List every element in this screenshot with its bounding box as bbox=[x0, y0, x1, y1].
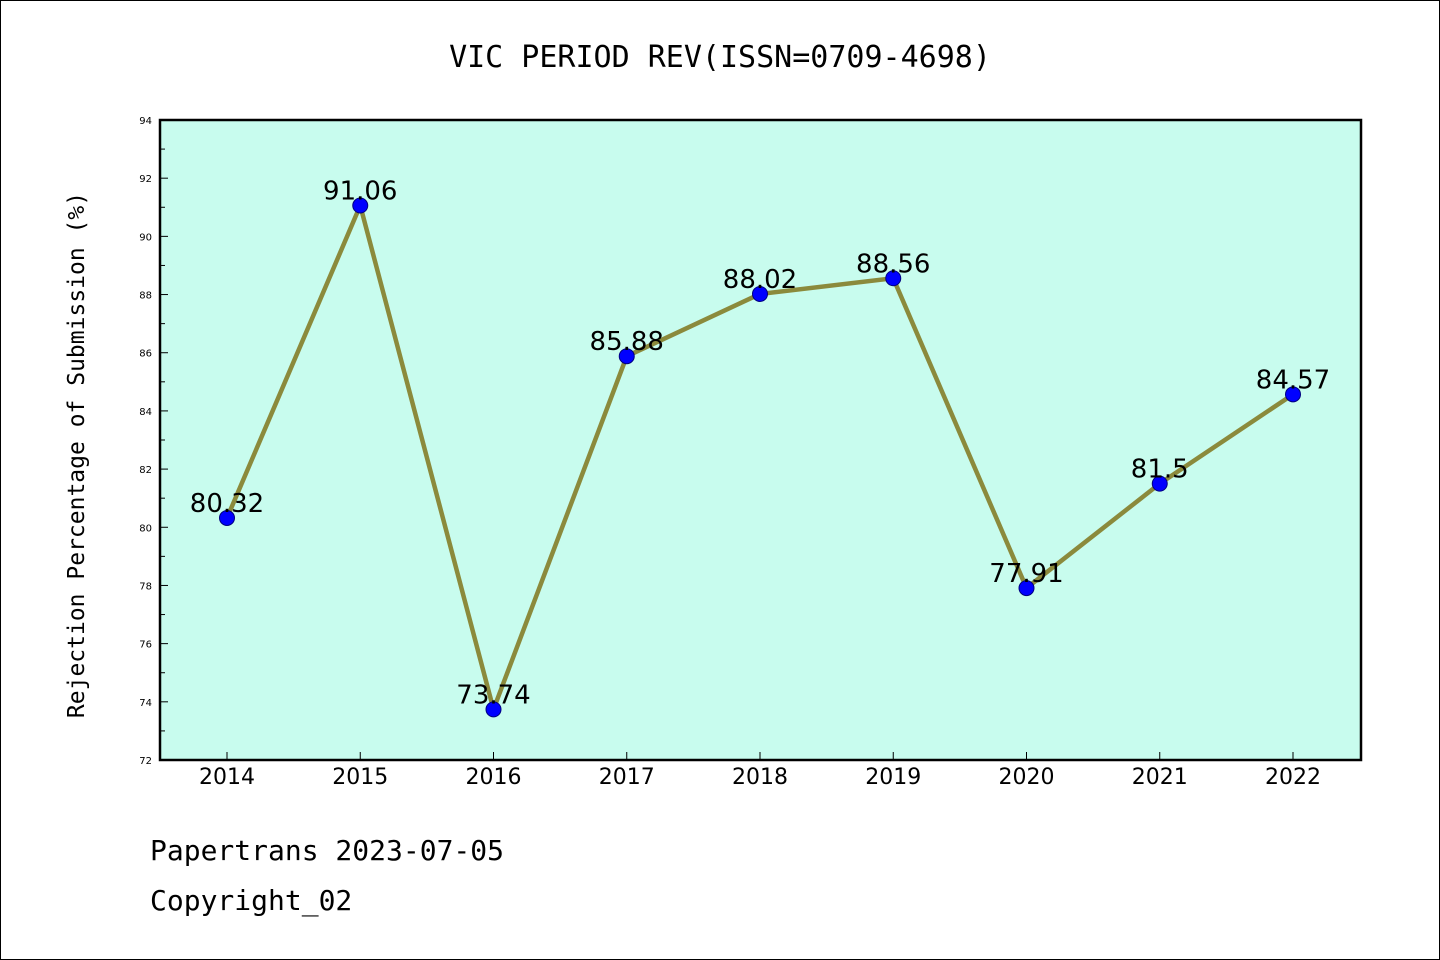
data-point bbox=[1151, 475, 1168, 492]
data-label: 73.74 bbox=[456, 680, 530, 710]
x-tick-label: 2020 bbox=[999, 765, 1055, 790]
y-tick-label: 88 bbox=[139, 291, 152, 302]
y-tick-label: 72 bbox=[139, 756, 152, 767]
x-tick-label: 2022 bbox=[1265, 765, 1321, 790]
y-tick-label: 90 bbox=[139, 232, 152, 243]
x-tick-label: 2019 bbox=[865, 765, 921, 790]
y-tick-label: 82 bbox=[139, 465, 152, 476]
footer-source: Papertrans 2023-07-05 bbox=[150, 834, 505, 867]
y-tick-label: 78 bbox=[139, 581, 152, 592]
y-tick-label: 92 bbox=[139, 174, 152, 185]
data-label: 84.57 bbox=[1256, 365, 1330, 395]
data-point bbox=[618, 348, 635, 365]
y-axis: 72 74 76 78 80 82 84 86 88 90 92 94 bbox=[139, 116, 168, 767]
x-tick-label: 2021 bbox=[1132, 765, 1188, 790]
data-point bbox=[1285, 386, 1301, 403]
plot-area bbox=[160, 120, 1361, 760]
data-point bbox=[219, 509, 235, 526]
data-point bbox=[1018, 580, 1035, 597]
data-label: 88.56 bbox=[856, 249, 930, 279]
y-tick-label: 94 bbox=[139, 116, 152, 127]
data-point bbox=[352, 197, 369, 214]
y-tick-label: 84 bbox=[139, 407, 152, 418]
data-label: 80.32 bbox=[190, 489, 264, 519]
chart-title: VIC PERIOD REV(ISSN=0709-4698) bbox=[449, 40, 991, 75]
y-tick-label: 74 bbox=[139, 698, 152, 709]
data-label: 85.88 bbox=[590, 327, 664, 357]
y-tick-label: 76 bbox=[139, 640, 152, 651]
y-tick-label: 86 bbox=[139, 349, 152, 360]
data-label: 81.5 bbox=[1131, 455, 1189, 485]
data-point bbox=[485, 701, 502, 718]
data-point bbox=[885, 270, 902, 287]
x-axis: 2014 2015 2016 2017 2018 2019 2020 2021 2022 bbox=[199, 752, 1321, 790]
x-tick-label: 2017 bbox=[599, 765, 655, 790]
x-tick-label: 2016 bbox=[466, 765, 522, 790]
data-label: 88.02 bbox=[723, 265, 797, 295]
x-tick-label: 2014 bbox=[199, 765, 255, 790]
x-tick-label: 2018 bbox=[732, 765, 788, 790]
data-point bbox=[752, 285, 768, 302]
data-labels: 80.32 91.06 73.74 85.88 88.02 88.56 77.91 81.5 8… bbox=[190, 177, 1330, 711]
x-tick-label: 2015 bbox=[332, 765, 388, 790]
footer-copyright: Copyright_02 bbox=[150, 884, 353, 917]
plot-border bbox=[158, 118, 1363, 762]
y-tick-label: 80 bbox=[139, 523, 152, 534]
data-label: 77.91 bbox=[989, 559, 1063, 589]
data-label: 91.06 bbox=[323, 177, 397, 207]
y-axis-label: Rejection Percentage of Submission (%) bbox=[64, 192, 90, 718]
series bbox=[219, 197, 1301, 718]
